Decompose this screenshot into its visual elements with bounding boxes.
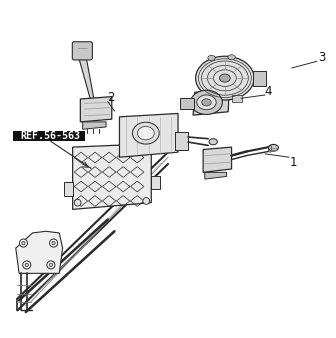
FancyBboxPatch shape [175, 132, 188, 150]
Bar [232, 95, 242, 102]
Text: 1: 1 [290, 156, 297, 169]
Ellipse shape [191, 90, 222, 115]
Ellipse shape [219, 74, 230, 82]
Polygon shape [120, 114, 178, 157]
Text: 3: 3 [318, 51, 326, 65]
Ellipse shape [228, 55, 235, 60]
FancyBboxPatch shape [72, 42, 92, 60]
Circle shape [49, 239, 57, 247]
Polygon shape [73, 144, 151, 210]
Ellipse shape [202, 99, 211, 106]
Text: 4: 4 [265, 85, 272, 98]
Text: 2: 2 [107, 91, 114, 104]
Circle shape [22, 241, 25, 245]
Circle shape [25, 263, 29, 267]
Bar [13, 131, 85, 141]
Polygon shape [83, 122, 106, 129]
Ellipse shape [268, 144, 279, 151]
Circle shape [19, 239, 28, 247]
Text: REF.56-563: REF.56-563 [20, 131, 80, 141]
Polygon shape [205, 172, 226, 179]
Ellipse shape [209, 139, 217, 145]
Polygon shape [78, 56, 94, 102]
Ellipse shape [132, 122, 159, 144]
Circle shape [23, 261, 31, 269]
Polygon shape [193, 90, 229, 115]
Polygon shape [16, 231, 62, 273]
Ellipse shape [208, 55, 215, 61]
Circle shape [49, 263, 52, 267]
Polygon shape [151, 176, 160, 189]
Polygon shape [80, 97, 112, 122]
Circle shape [47, 261, 55, 269]
Bar [253, 71, 266, 86]
Ellipse shape [196, 56, 254, 100]
Circle shape [74, 199, 81, 206]
Ellipse shape [137, 126, 154, 140]
Polygon shape [64, 183, 73, 196]
Bar [180, 98, 194, 109]
Bar [205, 93, 215, 100]
Polygon shape [203, 147, 232, 172]
Circle shape [52, 241, 55, 245]
Ellipse shape [197, 95, 216, 110]
Circle shape [143, 198, 150, 204]
